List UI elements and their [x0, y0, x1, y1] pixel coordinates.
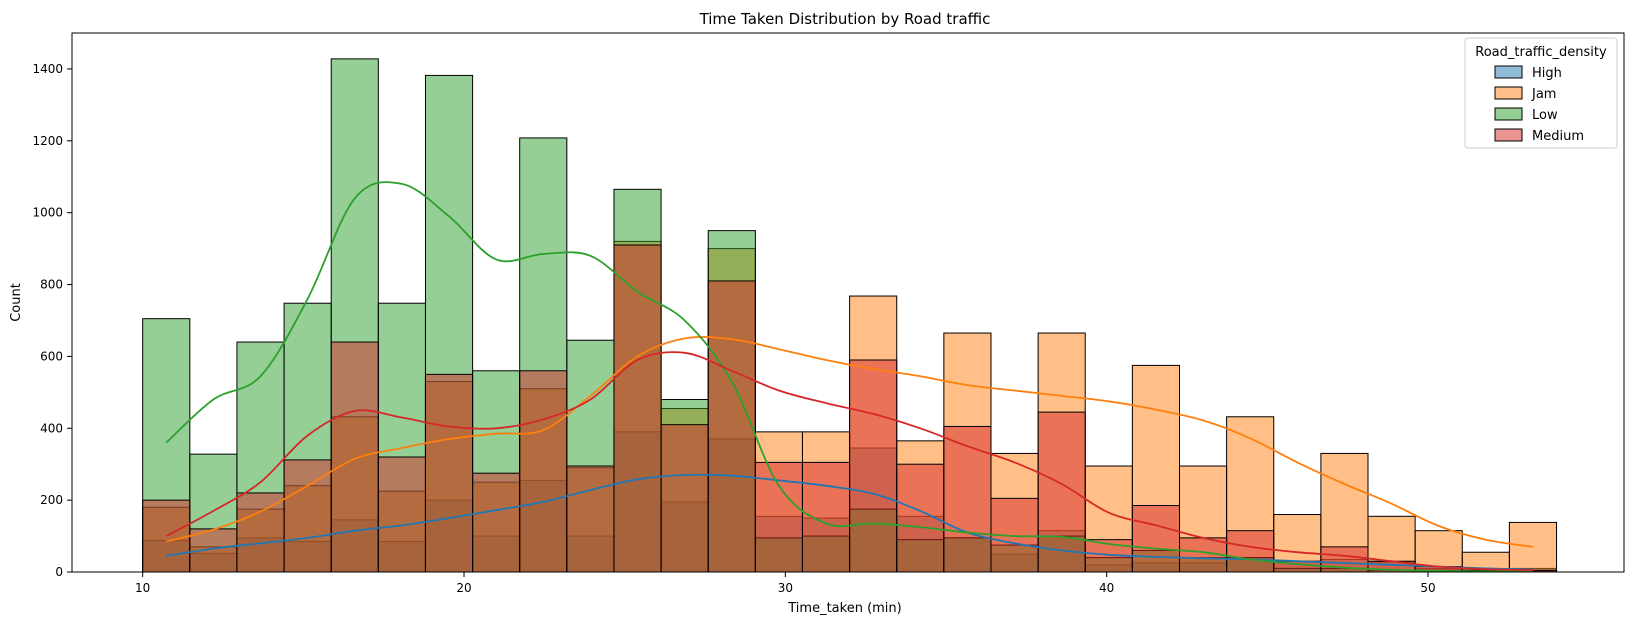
- kde-line-jam: [166, 336, 1534, 548]
- x-tick-label-20: 20: [456, 581, 471, 595]
- bar-medium-14: [801, 461, 851, 573]
- legend-label-jam: Jam: [1531, 87, 1556, 102]
- bar-medium-7: [472, 472, 521, 573]
- x-axis: 10 20 30 40 50: [135, 572, 1436, 595]
- bar-medium-23: [1226, 530, 1275, 573]
- y-tick-label-400: 400: [40, 421, 63, 435]
- y-axis: 0 200 400 600 800 1000 1200 1400: [32, 62, 72, 579]
- bars-layer: [142, 58, 1558, 573]
- legend-swatch-medium: [1494, 128, 1523, 142]
- legend-label-low: Low: [1532, 108, 1558, 123]
- legend-swatch-jam: [1494, 86, 1523, 100]
- x-tick-label-50: 50: [1420, 581, 1435, 595]
- legend-swatch-low: [1494, 107, 1523, 121]
- bar-medium-17: [943, 425, 992, 573]
- bar-medium-12: [707, 280, 756, 573]
- legend-title: Road_traffic_density: [1475, 45, 1607, 60]
- plot-frame: [71, 32, 1625, 573]
- legend-label-high: High: [1532, 66, 1562, 81]
- y-tick-label-1400: 1400: [32, 62, 63, 76]
- y-tick-label-1200: 1200: [32, 134, 63, 148]
- bar-medium-4: [330, 341, 379, 573]
- bar-medium-11: [660, 424, 709, 573]
- bar-medium-3: [283, 459, 332, 573]
- bar-medium-2: [236, 492, 285, 573]
- y-tick-label-200: 200: [40, 493, 63, 507]
- y-tick-label-600: 600: [40, 349, 63, 363]
- x-tick-label-40: 40: [1099, 581, 1114, 595]
- bar-jam-29: [1508, 521, 1558, 573]
- chart-title: Time Taken Distribution by Road traffic: [699, 10, 991, 28]
- kde-line-high: [166, 473, 1534, 571]
- kde-line-medium: [165, 351, 1534, 572]
- kde-line-low: [165, 181, 1534, 573]
- bar-medium-9: [566, 465, 615, 573]
- bar-medium-5: [377, 456, 426, 573]
- bar-medium-19: [1037, 411, 1086, 573]
- legend: Road_traffic_density High Jam Low Medium: [1464, 37, 1618, 149]
- bar-medium-10: [613, 244, 662, 573]
- y-tick-label-0: 0: [55, 565, 63, 579]
- x-axis-label: Time_taken (min): [787, 601, 901, 616]
- x-tick-label-30: 30: [778, 581, 793, 595]
- bar-medium-6: [424, 373, 474, 573]
- y-tick-label-800: 800: [40, 278, 63, 292]
- x-tick-label-10: 10: [135, 581, 150, 595]
- y-tick-label-1000: 1000: [32, 206, 63, 220]
- legend-swatch-high: [1494, 65, 1523, 79]
- legend-items: High Jam Low Medium: [1494, 65, 1584, 144]
- y-axis-label: Count: [9, 283, 24, 322]
- bar-medium-21: [1131, 505, 1181, 573]
- bar-medium-0: [142, 499, 191, 573]
- bar-medium-15: [849, 359, 898, 573]
- bar-medium-8: [519, 370, 568, 573]
- legend-label-medium: Medium: [1532, 129, 1584, 144]
- kde-layer: [165, 181, 1534, 573]
